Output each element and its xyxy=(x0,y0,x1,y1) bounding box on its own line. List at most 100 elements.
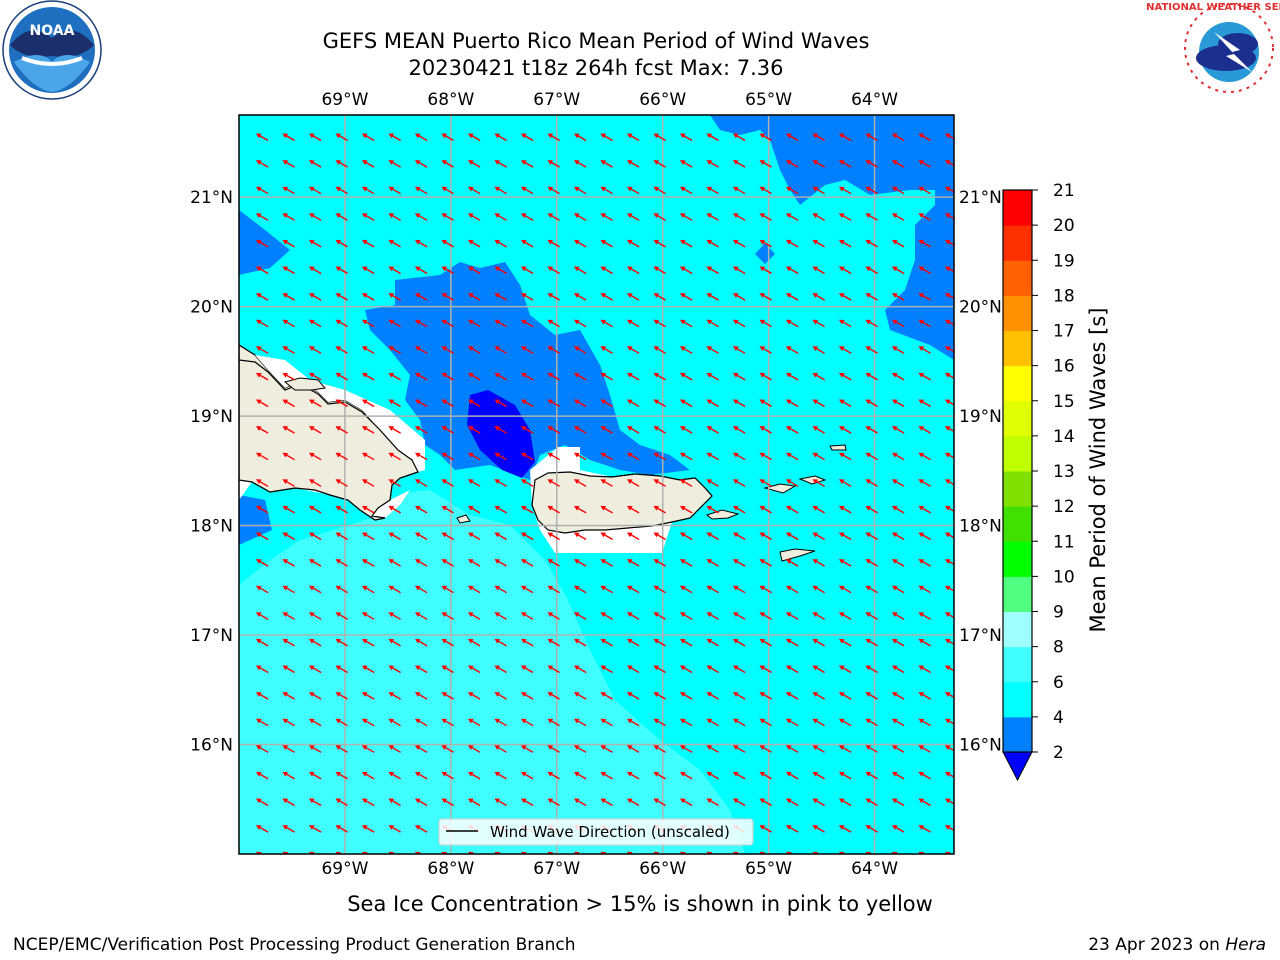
wave-vector xyxy=(361,346,375,354)
wave-vector xyxy=(944,133,954,140)
wave-vector xyxy=(653,612,666,620)
wave-vector xyxy=(918,692,931,700)
wave-vector xyxy=(759,771,772,780)
wave-vector xyxy=(282,798,295,807)
wave-vector xyxy=(255,346,269,354)
wave-vector xyxy=(653,346,666,354)
wave-vector xyxy=(361,319,375,328)
wave-vector xyxy=(494,505,507,514)
wave-vector xyxy=(759,638,772,647)
wave-vector xyxy=(944,825,954,832)
lon-tick-bottom-1: 68°W xyxy=(427,859,474,879)
wave-vector xyxy=(388,532,401,541)
wave-vector xyxy=(891,505,905,514)
colorbar-segment-5 xyxy=(1003,541,1032,577)
wave-vector xyxy=(600,692,613,700)
wave-vector xyxy=(361,585,375,594)
wave-vector xyxy=(361,718,375,727)
wave-vector xyxy=(308,160,322,168)
wave-vector xyxy=(600,612,613,620)
wave-vector xyxy=(626,399,640,408)
nws-logo-text: NATIONAL WEATHER SERVICE xyxy=(1146,2,1280,13)
wave-vector xyxy=(944,239,954,246)
wave-vector xyxy=(732,426,746,434)
wave-vector xyxy=(838,293,852,301)
wave-vector xyxy=(467,372,481,381)
wave-vector xyxy=(441,213,454,221)
wave-vector xyxy=(388,160,401,168)
wave-vector xyxy=(573,692,587,700)
wave-vector xyxy=(494,718,507,727)
wave-vector xyxy=(653,559,666,567)
wave-vector xyxy=(653,585,666,594)
lon-tick-bottom-2: 67°W xyxy=(533,859,580,879)
wave-vector xyxy=(308,372,322,381)
wave-vector xyxy=(494,160,507,168)
wave-vector xyxy=(255,293,269,301)
wave-vector xyxy=(653,479,666,487)
wave-vector xyxy=(388,798,401,807)
wave-vector xyxy=(732,399,746,408)
wave-vector xyxy=(891,612,905,620)
wave-vector xyxy=(812,452,825,461)
wave-vector xyxy=(467,213,481,221)
wave-vector xyxy=(282,160,295,168)
wave-vector xyxy=(838,559,852,567)
wave-vector xyxy=(494,638,507,647)
wave-vector xyxy=(361,692,375,700)
wave-vector xyxy=(918,266,931,275)
wave-vector xyxy=(255,505,269,514)
wave-vector xyxy=(891,266,905,275)
wave-vector xyxy=(865,186,878,195)
wave-vector xyxy=(547,505,560,514)
wave-vector xyxy=(361,213,375,221)
wave-vector xyxy=(255,479,269,487)
wave-vector xyxy=(361,825,375,833)
wave-vector xyxy=(732,505,746,514)
wave-vector xyxy=(679,426,693,434)
wave-vector xyxy=(441,479,454,487)
wave-vector xyxy=(361,559,375,567)
wave-vector xyxy=(732,266,746,275)
wave-vector xyxy=(626,293,640,301)
wave-vector xyxy=(626,559,640,567)
wave-vector xyxy=(308,346,322,354)
wave-vector xyxy=(918,638,931,647)
wave-vector xyxy=(944,186,954,193)
land-small-island-5 xyxy=(798,475,827,485)
colorbar-segment-8 xyxy=(1003,435,1032,472)
colorbar-tick-14: 19 xyxy=(1053,251,1075,271)
wave-vector xyxy=(891,160,905,168)
wave-vector xyxy=(308,638,322,647)
wave-vector xyxy=(626,479,640,487)
land-small-island-6 xyxy=(829,444,847,451)
wave-vector xyxy=(547,585,560,594)
wave-vector xyxy=(785,372,799,381)
wave-vector xyxy=(255,612,269,620)
wave-vector xyxy=(759,798,772,807)
wave-vector xyxy=(944,718,954,725)
wave-vector xyxy=(891,133,905,142)
wave-vector xyxy=(865,559,878,567)
wave-vector xyxy=(759,452,772,461)
wave-vector xyxy=(255,452,269,461)
wave-vector xyxy=(732,372,746,381)
wave-vector xyxy=(388,825,401,833)
wave-vector xyxy=(494,692,507,700)
wave-vector xyxy=(865,426,878,434)
wave-vector xyxy=(865,213,878,221)
wave-vector xyxy=(732,771,746,780)
wave-vector xyxy=(361,798,375,807)
footer-host: Hera xyxy=(1225,935,1266,955)
wave-vector xyxy=(335,293,348,301)
field-2-4-spot xyxy=(755,243,775,264)
wave-vector xyxy=(706,612,719,620)
wave-vector xyxy=(891,346,905,354)
wave-vector xyxy=(547,452,560,461)
wave-vector xyxy=(653,745,666,753)
wave-vector xyxy=(494,239,507,248)
wave-vector xyxy=(441,692,454,700)
wave-vector xyxy=(785,638,799,647)
wave-vector xyxy=(812,612,825,620)
wave-vector xyxy=(679,559,693,567)
